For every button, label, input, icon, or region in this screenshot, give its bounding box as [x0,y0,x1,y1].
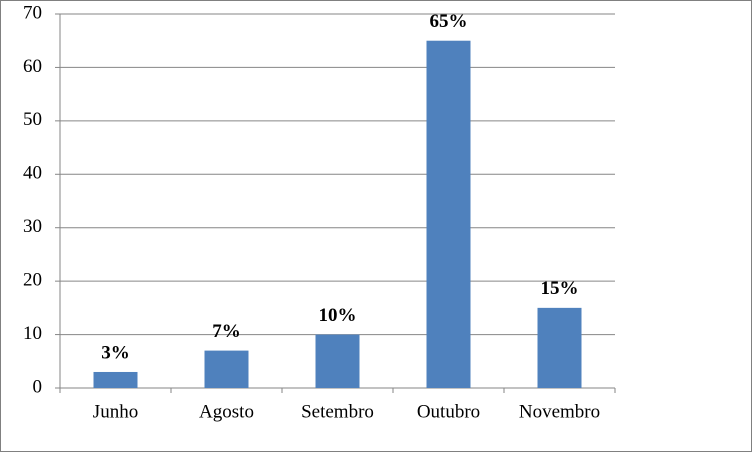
y-tick-label: 30 [23,216,42,237]
value-label: 15% [541,278,579,299]
y-tick-label: 0 [33,376,43,397]
x-tick-label: Novembro [519,401,600,422]
bar [537,307,582,388]
value-label: 10% [319,305,357,326]
x-tick-label: Outubro [417,401,480,422]
y-tick-label: 60 [23,56,42,77]
value-label: 65% [430,11,468,32]
y-tick-label: 70 [23,2,42,23]
value-label: 7% [212,321,241,342]
bar [315,334,360,388]
x-tick-label: Setembro [301,401,374,422]
x-tick-label: Agosto [199,401,254,422]
x-tick-label: Junho [93,401,138,422]
y-tick-label: 40 [23,163,42,184]
y-tick-label: 10 [23,323,42,344]
bar [204,350,249,388]
y-tick-label: 20 [23,270,42,291]
value-label: 3% [101,342,130,363]
bar [93,371,138,388]
y-tick-label: 50 [23,109,42,130]
bar [426,40,471,388]
